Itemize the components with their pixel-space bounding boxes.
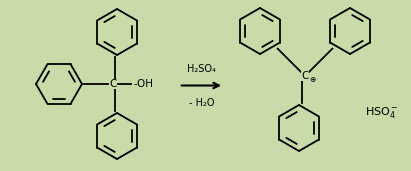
Text: C: C xyxy=(109,79,117,89)
Text: ⊕: ⊕ xyxy=(309,75,315,83)
Text: -OH: -OH xyxy=(133,79,153,89)
Text: - H₂O: - H₂O xyxy=(189,97,214,108)
Text: C: C xyxy=(301,71,309,81)
Text: H₂SO₄: H₂SO₄ xyxy=(187,63,216,74)
Text: HSO$_4^-$: HSO$_4^-$ xyxy=(365,106,399,121)
